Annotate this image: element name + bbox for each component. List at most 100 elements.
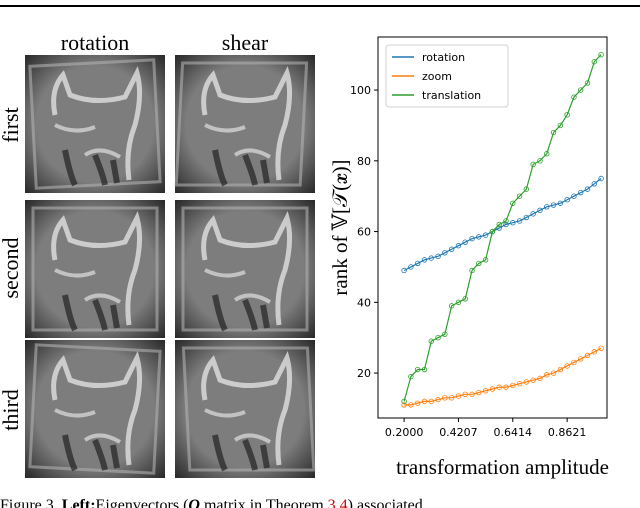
y-tick-label: 20 xyxy=(357,367,371,380)
point xyxy=(523,214,530,221)
point xyxy=(408,264,414,270)
cat-shape xyxy=(204,408,272,444)
point xyxy=(442,395,448,401)
point xyxy=(550,202,557,208)
point xyxy=(428,398,434,405)
point xyxy=(401,267,407,274)
point xyxy=(598,345,604,352)
point xyxy=(503,218,509,224)
cat-shape xyxy=(51,351,143,466)
point xyxy=(584,352,591,359)
point xyxy=(530,211,536,217)
point xyxy=(523,379,530,385)
cat-shape xyxy=(54,408,122,444)
point xyxy=(544,372,550,378)
column-label: rotation xyxy=(61,30,129,55)
point xyxy=(482,232,489,238)
point xyxy=(421,257,428,263)
point xyxy=(591,59,597,65)
x-tick-label: 0.6414 xyxy=(494,426,533,439)
point xyxy=(523,186,530,192)
point xyxy=(462,239,468,245)
image-background xyxy=(25,55,165,193)
point xyxy=(455,243,462,249)
y-tick-label: 60 xyxy=(357,226,371,239)
cat-shape xyxy=(51,211,143,326)
cat-shape xyxy=(201,211,293,326)
point xyxy=(469,267,475,274)
point xyxy=(564,197,570,203)
point xyxy=(448,246,455,252)
point xyxy=(408,402,414,408)
image-frame xyxy=(174,61,309,187)
cat-shape xyxy=(204,268,272,304)
eigenvector-image xyxy=(175,340,316,478)
image-frame xyxy=(28,58,162,190)
images xyxy=(25,55,316,478)
point xyxy=(578,356,584,362)
cat-shape xyxy=(212,149,270,187)
point xyxy=(408,373,414,380)
point xyxy=(537,207,543,214)
point xyxy=(571,359,577,366)
image-background xyxy=(175,200,315,338)
point xyxy=(557,122,564,129)
point xyxy=(435,396,441,403)
point xyxy=(428,338,434,344)
cat-shape xyxy=(201,351,293,466)
point xyxy=(435,334,441,341)
image-frame xyxy=(28,343,162,475)
x-axis-label: transformation amplitude xyxy=(396,455,609,479)
caption: Figure 3. Left:Eigenvectors (Q matrix in… xyxy=(0,497,423,508)
image-frame xyxy=(31,206,159,332)
point xyxy=(537,375,543,382)
cat-shape xyxy=(62,294,120,332)
point xyxy=(435,253,441,260)
point xyxy=(496,384,502,390)
point xyxy=(591,181,597,187)
point xyxy=(537,158,543,164)
point xyxy=(448,395,455,401)
point xyxy=(550,129,557,136)
cat-shape xyxy=(54,268,122,304)
y-tick-label: 80 xyxy=(357,155,371,168)
row-label: third xyxy=(0,389,23,431)
point xyxy=(462,296,468,302)
point xyxy=(476,234,482,240)
series-line xyxy=(403,54,602,402)
row-label: first xyxy=(0,107,23,142)
point xyxy=(578,87,584,93)
legend-label: translation xyxy=(422,89,481,102)
point xyxy=(469,391,475,397)
point xyxy=(550,370,557,376)
point xyxy=(462,391,468,397)
image-background xyxy=(25,340,165,478)
image-grid: rotation shear first second third xyxy=(0,30,269,431)
eigenvector-image xyxy=(175,200,315,338)
point xyxy=(571,193,577,199)
series-line xyxy=(404,347,602,406)
image-frame xyxy=(181,346,316,472)
eigenvector-image xyxy=(25,200,165,338)
point xyxy=(442,250,448,256)
point xyxy=(571,94,577,100)
image-background xyxy=(25,200,165,338)
point xyxy=(428,255,434,261)
plot-frame xyxy=(377,36,608,419)
point xyxy=(442,331,448,337)
point xyxy=(482,257,489,263)
point xyxy=(489,386,496,392)
point xyxy=(455,299,462,306)
image-frame xyxy=(181,206,309,332)
x-tick-label: 0.8621 xyxy=(548,426,587,439)
y-tick-label: 100 xyxy=(350,84,371,97)
legend-box xyxy=(385,44,509,108)
point xyxy=(503,384,509,390)
point xyxy=(578,189,584,196)
point xyxy=(476,389,482,396)
point xyxy=(584,80,591,86)
point xyxy=(414,400,421,406)
point xyxy=(476,260,482,267)
eigenvector-image xyxy=(25,340,165,478)
point xyxy=(401,402,407,408)
